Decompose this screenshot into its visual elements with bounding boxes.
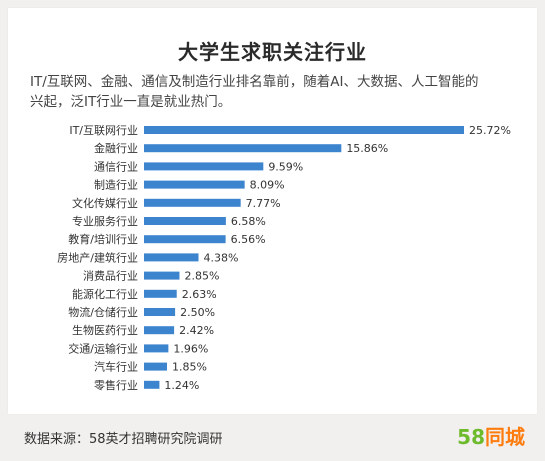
logo-text: 同城 bbox=[485, 425, 525, 449]
category-label: 通信行业 bbox=[94, 160, 138, 173]
data-source: 数据来源：58英才招聘研究院调研 bbox=[24, 432, 223, 447]
value-label: 15.86% bbox=[346, 142, 388, 155]
category-label: 金融行业 bbox=[94, 141, 138, 155]
bar bbox=[144, 380, 160, 389]
bar bbox=[144, 253, 199, 262]
value-label: 1.85% bbox=[172, 361, 207, 374]
value-label: 2.42% bbox=[179, 324, 214, 337]
category-label: 交通/运输行业 bbox=[68, 341, 138, 355]
value-label: 25.72% bbox=[469, 124, 511, 137]
subtitle-line-2: 兴起，泛IT行业一直是就业热门。 bbox=[30, 94, 232, 110]
value-label: 7.77% bbox=[246, 197, 281, 210]
value-label: 1.24% bbox=[164, 379, 199, 392]
subtitle-line-1: IT/互联网、金融、通信及制造行业排名靠前，随着AI、大数据、人工智能的 bbox=[30, 74, 479, 90]
category-label: 汽车行业 bbox=[94, 360, 138, 374]
bar bbox=[144, 289, 177, 298]
category-label: 零售行业 bbox=[94, 378, 138, 392]
bar bbox=[144, 326, 175, 335]
value-label: 6.56% bbox=[231, 233, 266, 246]
category-label: 生物医药行业 bbox=[72, 323, 138, 337]
category-label: 教育/培训行业 bbox=[68, 232, 138, 246]
bar bbox=[144, 362, 168, 371]
value-label: 6.58% bbox=[231, 215, 266, 228]
brand-logo: 58同城 bbox=[457, 421, 525, 450]
bar bbox=[144, 217, 226, 225]
value-label: 9.59% bbox=[268, 160, 303, 173]
category-label: 物流/仓储行业 bbox=[68, 305, 138, 319]
category-label: 专业服务行业 bbox=[72, 214, 138, 228]
value-label: 2.63% bbox=[182, 288, 217, 301]
logo-number: 58 bbox=[457, 425, 485, 449]
bar bbox=[144, 144, 342, 153]
chart-subtitle: IT/互联网、金融、通信及制造行业排名靠前，随着AI、大数据、人工智能的 兴起，… bbox=[30, 72, 510, 112]
bar bbox=[144, 235, 226, 244]
category-label: 房地产/建筑行业 bbox=[57, 250, 138, 264]
category-label: 能源化工行业 bbox=[72, 287, 138, 301]
bar bbox=[144, 180, 245, 189]
category-label: 文化传媒行业 bbox=[72, 196, 138, 210]
bar bbox=[144, 271, 180, 280]
bar bbox=[144, 126, 464, 134]
value-label: 8.09% bbox=[250, 179, 285, 192]
category-label: 制造行业 bbox=[94, 178, 138, 192]
value-label: 4.38% bbox=[203, 251, 238, 264]
value-label: 2.50% bbox=[180, 306, 215, 319]
value-label: 2.85% bbox=[184, 270, 219, 283]
chart-card bbox=[8, 8, 537, 414]
category-label: 消费品行业 bbox=[83, 269, 138, 283]
bar bbox=[144, 308, 176, 316]
bar bbox=[144, 344, 169, 353]
bar bbox=[144, 198, 241, 207]
value-label: 1.96% bbox=[173, 342, 208, 355]
chart-title: 大学生求职关注行业 bbox=[178, 40, 367, 64]
bar bbox=[144, 162, 264, 171]
category-label: IT/互联网行业 bbox=[69, 124, 138, 137]
